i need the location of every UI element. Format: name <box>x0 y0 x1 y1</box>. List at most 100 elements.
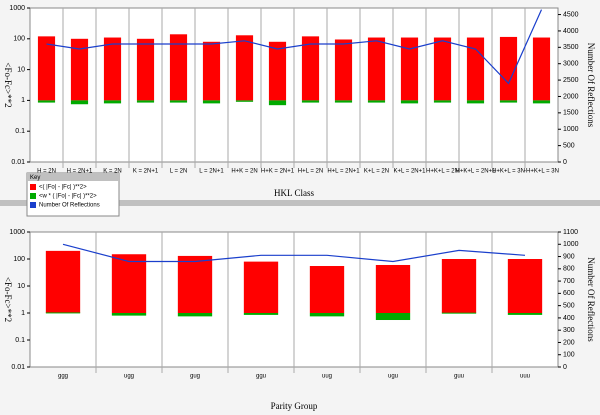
bar <box>309 266 345 313</box>
x-tick-label: gug <box>190 374 200 380</box>
bar <box>400 37 419 101</box>
x-tick-label: L = 2N <box>170 169 188 175</box>
bar <box>375 313 411 321</box>
bar <box>268 41 287 101</box>
bar <box>466 100 485 104</box>
bar <box>441 259 477 313</box>
bar <box>375 264 411 313</box>
bar <box>532 100 551 104</box>
y2-tick-label: 500 <box>563 142 575 149</box>
bar <box>243 313 279 315</box>
y-tick-label: 0.1 <box>15 128 25 135</box>
bar <box>37 100 56 103</box>
x-tick-label: H+K+L = 2N <box>426 169 459 175</box>
y2-axis-title: Number Of Reflections <box>586 257 596 342</box>
legend-label: <( |Fo| - |Fc| )**2> <box>39 185 87 191</box>
y2-axis-title: Number Of Reflections <box>586 43 596 128</box>
bar <box>367 37 386 101</box>
bar <box>301 36 320 101</box>
bar <box>70 38 89 101</box>
legend-swatch <box>30 184 36 190</box>
x-tick-label: H+K = 2N <box>231 169 257 175</box>
y2-tick-label: 500 <box>563 302 575 309</box>
bar <box>70 100 89 105</box>
x-tick-label: guu <box>454 374 464 380</box>
x-tick-label: ggg <box>58 374 68 380</box>
bar <box>169 100 188 103</box>
x-tick-label: H+K+L = 3N <box>492 169 525 175</box>
bar <box>235 35 254 101</box>
bar <box>111 254 147 313</box>
bar <box>243 261 279 313</box>
y2-tick-label: 3000 <box>563 61 579 68</box>
y2-tick-label: 100 <box>563 352 575 359</box>
bar <box>103 37 122 101</box>
bar <box>334 100 353 103</box>
x-tick-label: L = 2N+1 <box>199 169 224 175</box>
reflections-line <box>62 243 526 263</box>
y2-tick-label: 400 <box>563 315 575 322</box>
x-axis-title: HKL Class <box>274 188 314 198</box>
bar <box>111 313 147 316</box>
bar <box>433 100 452 103</box>
bar <box>169 34 188 101</box>
bar <box>103 100 122 104</box>
bar <box>499 100 518 103</box>
bar <box>37 36 56 101</box>
splitter <box>0 200 600 206</box>
y2-tick-label: 4500 <box>563 11 579 18</box>
y2-tick-label: 0 <box>563 364 567 371</box>
bar <box>334 39 353 101</box>
bar <box>45 312 81 314</box>
y-tick-label: 1 <box>21 310 25 317</box>
x-tick-label: H = 2N <box>37 169 56 175</box>
legend-swatch <box>30 193 36 199</box>
bar <box>309 313 345 317</box>
x-tick-label: K = 2N <box>103 169 122 175</box>
y2-tick-label: 1500 <box>563 110 579 117</box>
y-tick-label: 10 <box>17 283 25 290</box>
y-tick-label: 1 <box>21 97 25 104</box>
bar <box>136 100 155 103</box>
x-tick-label: -H+K+L = 3N <box>524 169 559 175</box>
y2-tick-label: 2500 <box>563 77 579 84</box>
bar <box>45 250 81 313</box>
x-tick-label: H = 2N+1 <box>67 169 93 175</box>
y2-tick-label: 4000 <box>563 28 579 35</box>
x-tick-label: ggu <box>256 374 266 380</box>
legend-label: Number Of Reflections <box>39 203 100 209</box>
bar <box>507 259 543 313</box>
x-tick-label: H+K+L = 2N+1 <box>456 169 496 175</box>
x-tick-label: K = 2N+1 <box>133 169 159 175</box>
x-tick-label: H+L = 2N <box>298 169 323 175</box>
x-tick-label: ugu <box>388 374 398 380</box>
bar <box>268 100 287 106</box>
y2-tick-label: 1000 <box>563 126 579 133</box>
y2-tick-label: 200 <box>563 339 575 346</box>
y-tick-label: 1000 <box>9 229 25 236</box>
legend-title: Key <box>30 175 40 181</box>
y-tick-label: 10 <box>17 66 25 73</box>
bar <box>177 313 213 317</box>
y2-tick-label: 700 <box>563 278 575 285</box>
legend-label: <w * ( |Fo| - |Fc| )**2> <box>39 194 97 200</box>
x-tick-label: uuu <box>520 374 530 380</box>
legend-header <box>27 173 119 181</box>
bar <box>532 37 551 101</box>
y2-tick-label: 2000 <box>563 93 579 100</box>
x-axis-title: Parity Group <box>271 401 318 411</box>
bar <box>507 313 543 315</box>
y-tick-label: 0.01 <box>11 159 25 166</box>
x-tick-label: K+L = 2N <box>364 169 389 175</box>
bar <box>433 37 452 101</box>
bar <box>301 100 320 103</box>
bar <box>499 36 518 101</box>
bar <box>367 100 386 103</box>
y-axis-title: <Fo-Fc>**2 <box>3 277 13 322</box>
bar <box>202 100 221 104</box>
y2-tick-label: 1100 <box>563 229 578 236</box>
bar <box>136 38 155 101</box>
y2-tick-label: 1000 <box>563 241 579 248</box>
